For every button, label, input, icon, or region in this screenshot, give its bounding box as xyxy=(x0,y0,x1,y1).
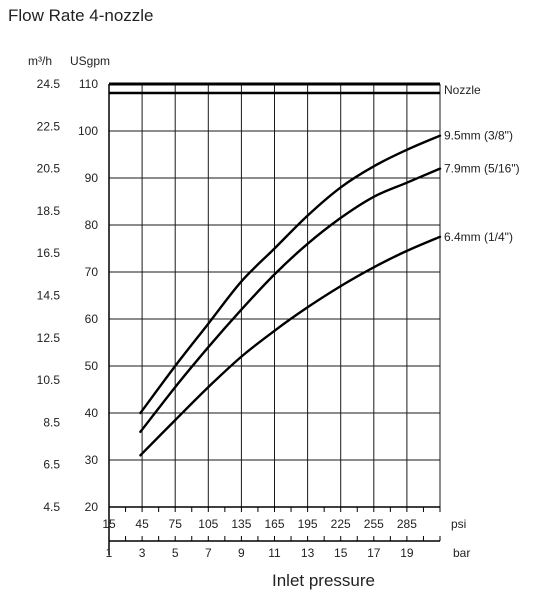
x-tick-label-bar: 9 xyxy=(238,546,245,560)
series-label: 6.4mm (1/4") xyxy=(444,230,513,244)
y-tick-label: 30 xyxy=(85,453,99,467)
y-tick-label: 100 xyxy=(78,124,98,138)
series-label: 9.5mm (3/8") xyxy=(444,129,513,143)
x-tick-label-psi: 15 xyxy=(102,517,116,531)
x-tick-label-psi: 225 xyxy=(331,517,351,531)
x-tick-label-bar: 17 xyxy=(367,546,381,560)
tick-labels: 20 30 40 50 60 70 80 90 100 110 4.5 6.5 8.5 10.5 12.5 1… xyxy=(37,77,520,560)
x-tick-label-bar: 5 xyxy=(172,546,179,560)
usgpm-unit-label: USgpm xyxy=(70,54,110,68)
legend-header-nozzle: Nozzle xyxy=(444,83,481,97)
x-tick-label-bar: 11 xyxy=(268,546,281,560)
chart-title: Flow Rate 4-nozzle xyxy=(8,6,154,25)
series-line xyxy=(139,167,442,433)
m3h-tick-label: 6.5 xyxy=(43,458,60,472)
y-tick-label: 60 xyxy=(85,312,99,326)
x-tick-label-psi: 75 xyxy=(169,517,183,531)
y-tick-label: 80 xyxy=(85,218,99,232)
m3h-tick-label: 16.5 xyxy=(37,246,61,260)
series-label: 7.9mm (5/16") xyxy=(444,162,520,176)
m3h-tick-label: 8.5 xyxy=(43,415,60,429)
m3h-tick-label: 18.5 xyxy=(37,204,61,218)
x-tick-label-psi: 285 xyxy=(397,517,417,531)
x-tick-label-psi: 135 xyxy=(231,517,251,531)
x-tick-label-bar: 13 xyxy=(301,546,315,560)
m3h-tick-label: 4.5 xyxy=(43,500,60,514)
m3h-tick-label: 14.5 xyxy=(37,289,61,303)
series-line xyxy=(139,134,442,415)
x-tick-label-psi: 165 xyxy=(264,517,284,531)
y-tick-label: 70 xyxy=(85,265,99,279)
y-tick-label: 110 xyxy=(79,77,98,91)
x-tick-label-psi: 45 xyxy=(135,517,149,531)
bar-unit-label: bar xyxy=(453,546,470,560)
m3h-tick-label: 22.5 xyxy=(37,119,61,133)
m3h-tick-label: 20.5 xyxy=(37,162,61,176)
y-tick-label: 40 xyxy=(85,406,99,420)
x-tick-label-psi: 255 xyxy=(364,517,384,531)
y-tick-label: 20 xyxy=(85,500,99,514)
psi-unit-label: psi xyxy=(451,517,466,531)
series-lines xyxy=(139,134,442,457)
m3h-tick-label: 24.5 xyxy=(37,77,61,91)
x-tick-label-bar: 15 xyxy=(334,546,348,560)
x-tick-label-bar: 7 xyxy=(205,546,212,560)
y-tick-label: 50 xyxy=(85,359,99,373)
x-tick-label-bar: 1 xyxy=(106,546,113,560)
m3h-unit-label: m³/h xyxy=(28,54,52,68)
y-tick-label: 90 xyxy=(85,171,99,185)
m3h-tick-label: 10.5 xyxy=(37,373,61,387)
x-tick-label-bar: 3 xyxy=(139,546,146,560)
x-tick-label-bar: 19 xyxy=(400,546,414,560)
m3h-tick-label: 12.5 xyxy=(37,331,61,345)
x-tick-label-psi: 195 xyxy=(298,517,318,531)
grid xyxy=(108,82,441,555)
series-line xyxy=(139,235,442,457)
x-tick-label-psi: 105 xyxy=(198,517,218,531)
x-axis-title: Inlet pressure xyxy=(272,571,375,590)
